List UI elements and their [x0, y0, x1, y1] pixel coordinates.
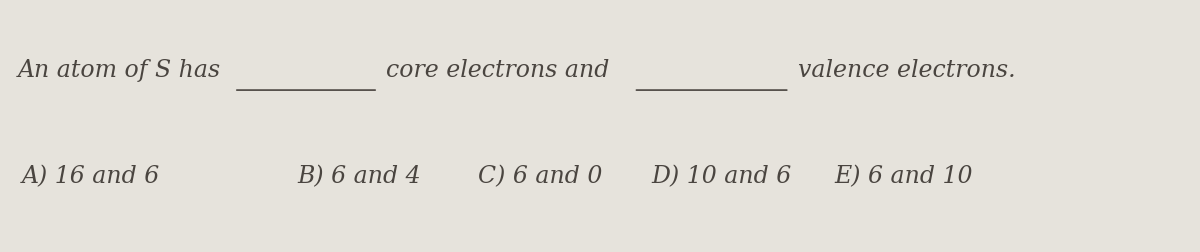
Text: B) 6 and 4: B) 6 and 4: [298, 165, 421, 188]
Text: D) 10 and 6: D) 10 and 6: [652, 165, 792, 188]
Text: core electrons and: core electrons and: [386, 59, 610, 82]
Text: E) 6 and 10: E) 6 and 10: [834, 165, 972, 188]
Text: valence electrons.: valence electrons.: [798, 59, 1015, 82]
Text: C) 6 and 0: C) 6 and 0: [478, 165, 602, 188]
Text: A) 16 and 6: A) 16 and 6: [22, 165, 160, 188]
Text: An atom of S has: An atom of S has: [18, 59, 221, 82]
